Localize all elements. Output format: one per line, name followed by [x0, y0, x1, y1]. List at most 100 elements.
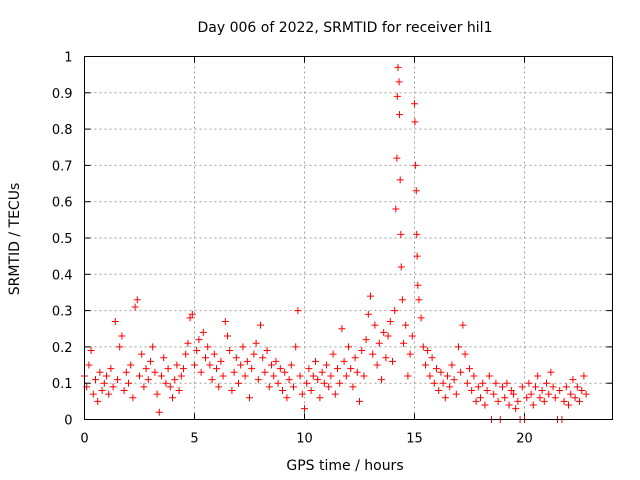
- data-point: [433, 365, 440, 373]
- data-point: [507, 386, 515, 394]
- data-point: [241, 372, 249, 380]
- data-point: [290, 383, 297, 391]
- data-point: [105, 390, 113, 398]
- data-point: [402, 321, 410, 329]
- data-point: [320, 379, 328, 387]
- data-point: [296, 372, 304, 380]
- data-point: [392, 205, 400, 213]
- data-point: [96, 368, 104, 376]
- plot-frame: [84, 56, 613, 420]
- data-point: [250, 350, 258, 358]
- data-point: [538, 386, 546, 394]
- y-axis-label: SRMTID / TECUs: [7, 183, 23, 296]
- data-point: [210, 350, 218, 358]
- data-point: [342, 372, 350, 380]
- data-point: [208, 376, 216, 384]
- data-point: [138, 350, 146, 358]
- data-point: [362, 336, 370, 344]
- data-point: [118, 332, 126, 340]
- data-point: [384, 332, 392, 340]
- data-point: [166, 383, 174, 391]
- grid-lines: [84, 56, 613, 420]
- data-point: [395, 78, 403, 86]
- data-point: [505, 401, 513, 409]
- data-point: [501, 394, 509, 402]
- data-point: [439, 379, 447, 387]
- data-point: [518, 383, 526, 391]
- data-point: [547, 368, 555, 376]
- y-tick-label: 0.1: [52, 377, 73, 392]
- data-point: [136, 372, 143, 380]
- data-point: [369, 350, 377, 358]
- data-point: [404, 372, 412, 380]
- data-point: [415, 296, 423, 304]
- data-point: [155, 408, 163, 416]
- data-point: [578, 386, 586, 394]
- data-point: [393, 92, 401, 100]
- data-point: [483, 386, 491, 394]
- data-point: [481, 401, 489, 409]
- data-point: [397, 230, 405, 238]
- data-point: [394, 63, 402, 71]
- data-point: [560, 397, 568, 405]
- data-point: [472, 397, 480, 405]
- data-point: [175, 386, 183, 394]
- data-point: [396, 176, 404, 184]
- data-point: [87, 347, 95, 355]
- data-point: [164, 365, 172, 373]
- chart-title: Day 006 of 2022, SRMTID for receiver hil…: [198, 20, 493, 36]
- data-point: [323, 361, 330, 369]
- data-point: [228, 386, 236, 394]
- data-point: [356, 397, 363, 405]
- data-point: [510, 390, 517, 398]
- data-point: [424, 347, 432, 355]
- data-point: [571, 394, 579, 402]
- data-point: [158, 372, 165, 380]
- y-tick-label: 0.8: [52, 123, 73, 138]
- data-point: [567, 390, 575, 398]
- data-point: [279, 386, 286, 394]
- data-point: [378, 376, 385, 384]
- data-point: [446, 383, 454, 391]
- y-tick-label: 1: [64, 51, 72, 66]
- data-point: [274, 379, 282, 387]
- data-point: [492, 379, 500, 387]
- data-point: [147, 357, 154, 365]
- data-point: [565, 401, 572, 409]
- data-point: [193, 347, 201, 355]
- data-point: [435, 386, 443, 394]
- data-point: [393, 154, 401, 162]
- x-axis-label: GPS time / hours: [286, 458, 403, 474]
- data-point: [257, 321, 264, 329]
- data-point: [556, 386, 564, 394]
- data-point: [468, 386, 476, 394]
- data-point: [441, 394, 449, 402]
- y-tick-label: 0: [64, 414, 72, 429]
- data-point: [261, 368, 269, 376]
- data-point: [474, 383, 482, 391]
- data-point: [353, 368, 361, 376]
- data-point: [177, 372, 185, 380]
- data-point: [162, 379, 170, 387]
- data-point: [549, 383, 557, 391]
- data-point: [199, 328, 207, 336]
- data-point: [127, 361, 135, 369]
- data-point: [265, 383, 273, 391]
- data-point: [428, 354, 436, 362]
- data-point: [122, 368, 130, 376]
- data-points: [81, 63, 590, 423]
- data-point: [120, 386, 128, 394]
- data-point: [100, 379, 108, 387]
- data-point: [466, 365, 473, 373]
- data-point: [307, 386, 315, 394]
- data-point: [345, 343, 352, 351]
- data-point: [380, 328, 388, 336]
- y-tick-label: 0.2: [52, 341, 73, 356]
- data-point: [470, 372, 478, 380]
- data-point: [349, 383, 357, 391]
- data-point: [329, 350, 337, 358]
- data-point: [252, 339, 260, 347]
- data-point: [224, 332, 231, 340]
- data-point: [534, 372, 542, 380]
- data-point: [182, 350, 190, 358]
